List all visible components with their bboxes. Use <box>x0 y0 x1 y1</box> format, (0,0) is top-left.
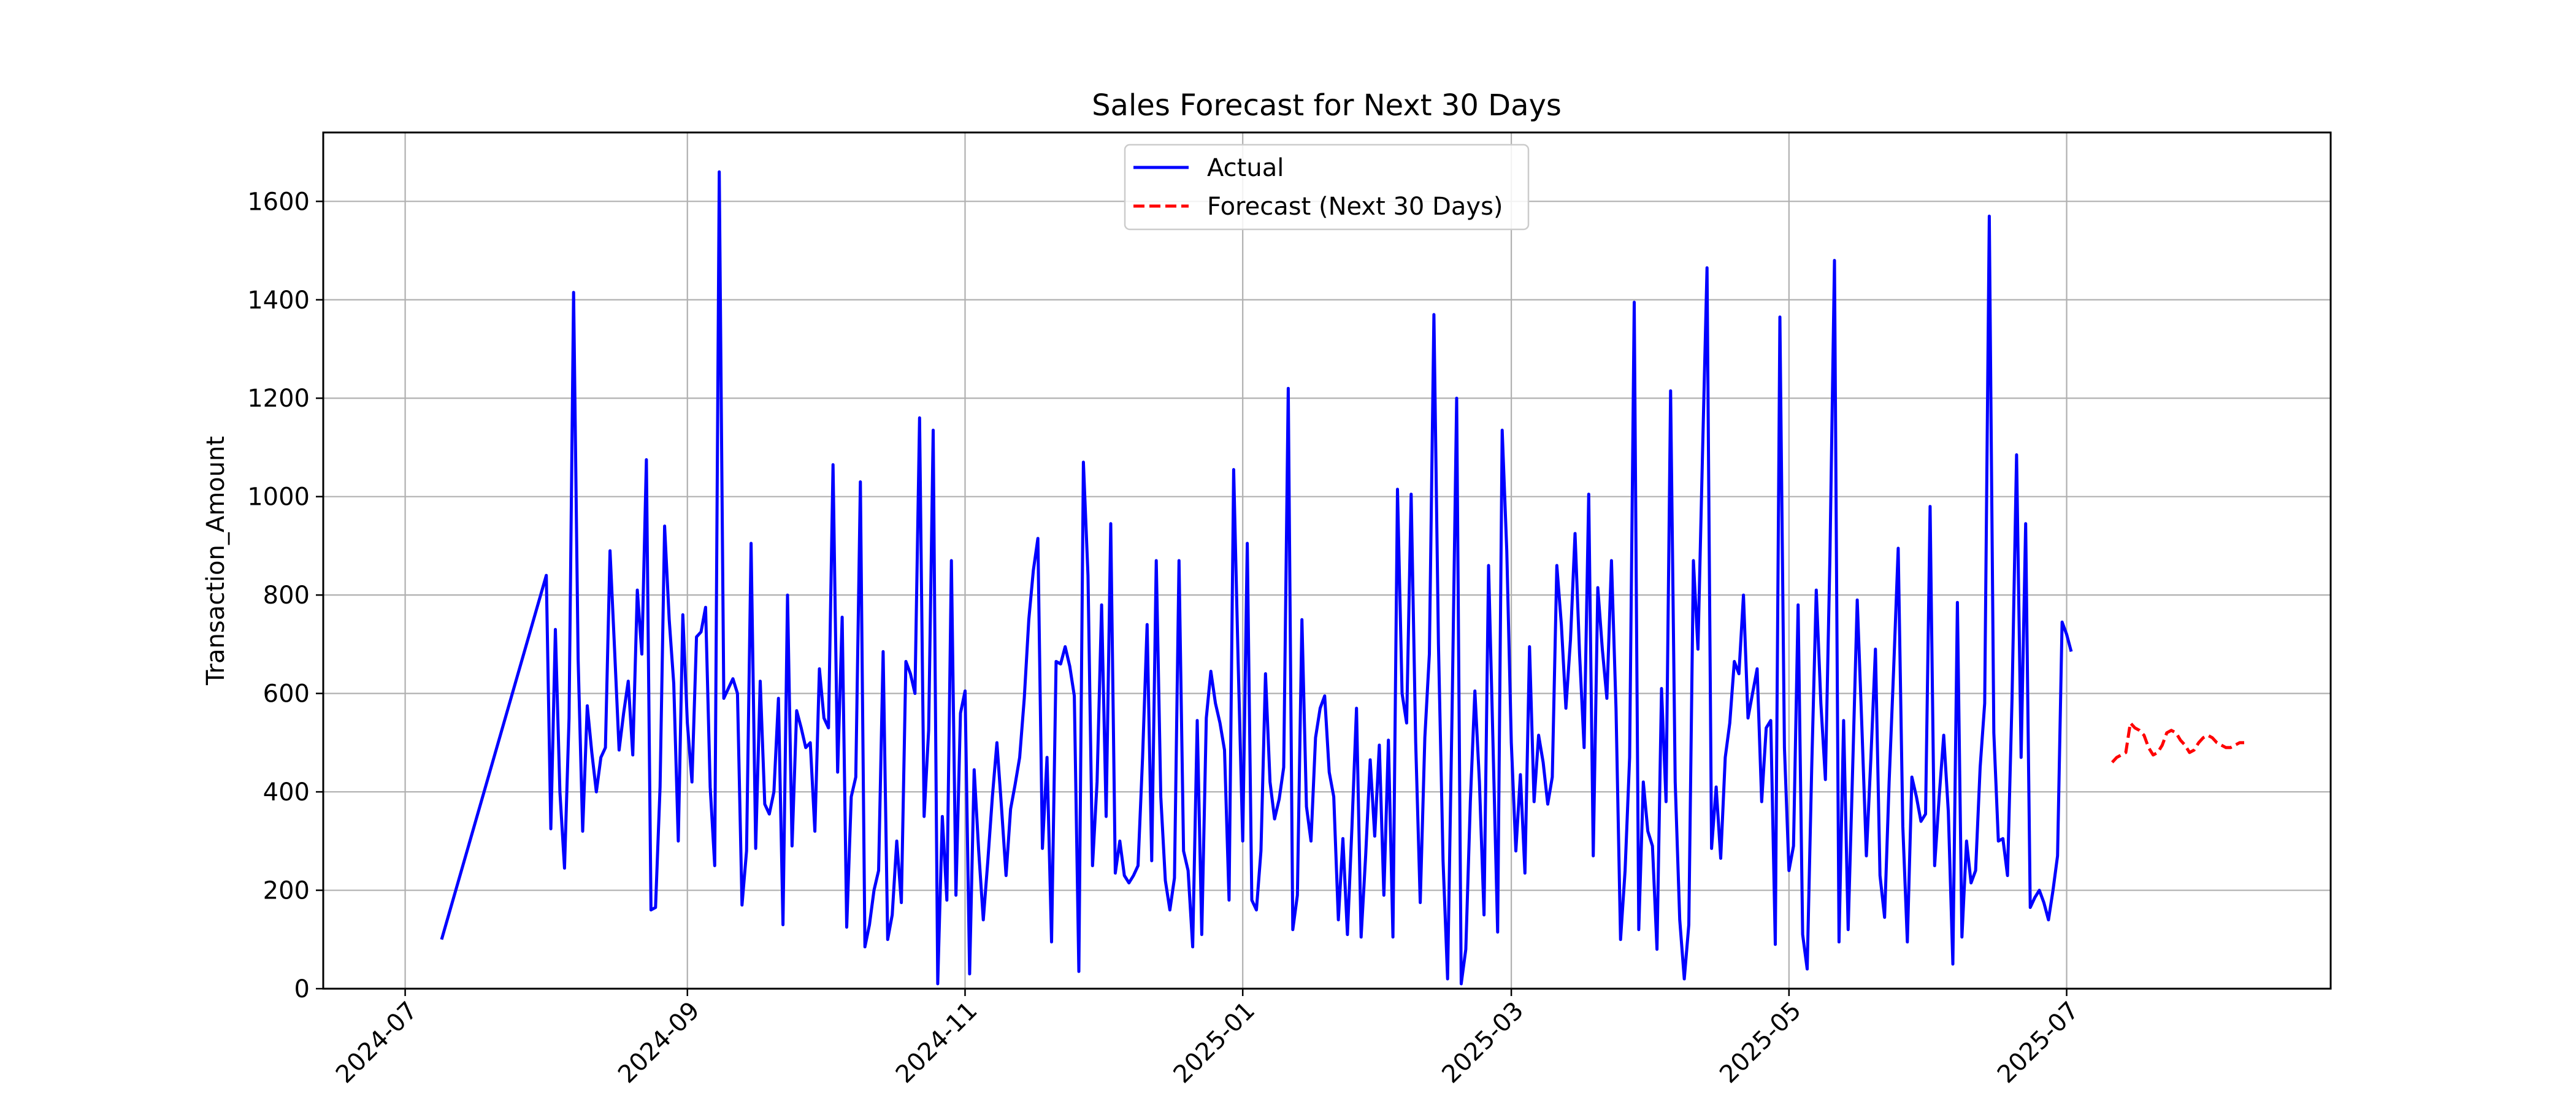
y-tick-label: 1000 <box>247 483 310 512</box>
actual-series-line <box>440 170 2073 986</box>
legend-actual-label: Actual <box>1207 154 1284 182</box>
plot-series <box>440 170 2244 986</box>
y-tick-label: 800 <box>263 581 310 610</box>
legend-box <box>1124 144 1530 231</box>
y-axis-label: Transaction_Amount <box>202 436 230 686</box>
y-tick-label: 1200 <box>247 385 310 413</box>
y-tick-label: 200 <box>263 877 310 905</box>
y-tick-label: 1600 <box>247 188 310 216</box>
y-tick-label: 1400 <box>247 286 310 315</box>
legend: Actual Forecast (Next 30 Days) <box>1124 144 1530 231</box>
y-tick-label: 0 <box>294 975 310 1003</box>
y-tick-label: 400 <box>263 778 310 807</box>
plot-area-frame <box>322 131 2332 990</box>
forecast-series-line <box>2110 721 2244 764</box>
legend-forecast-label: Forecast (Next 30 Days) <box>1207 193 1503 221</box>
y-tick-label: 600 <box>263 680 310 708</box>
chart-title: Sales Forecast for Next 30 Days <box>1092 88 1562 123</box>
